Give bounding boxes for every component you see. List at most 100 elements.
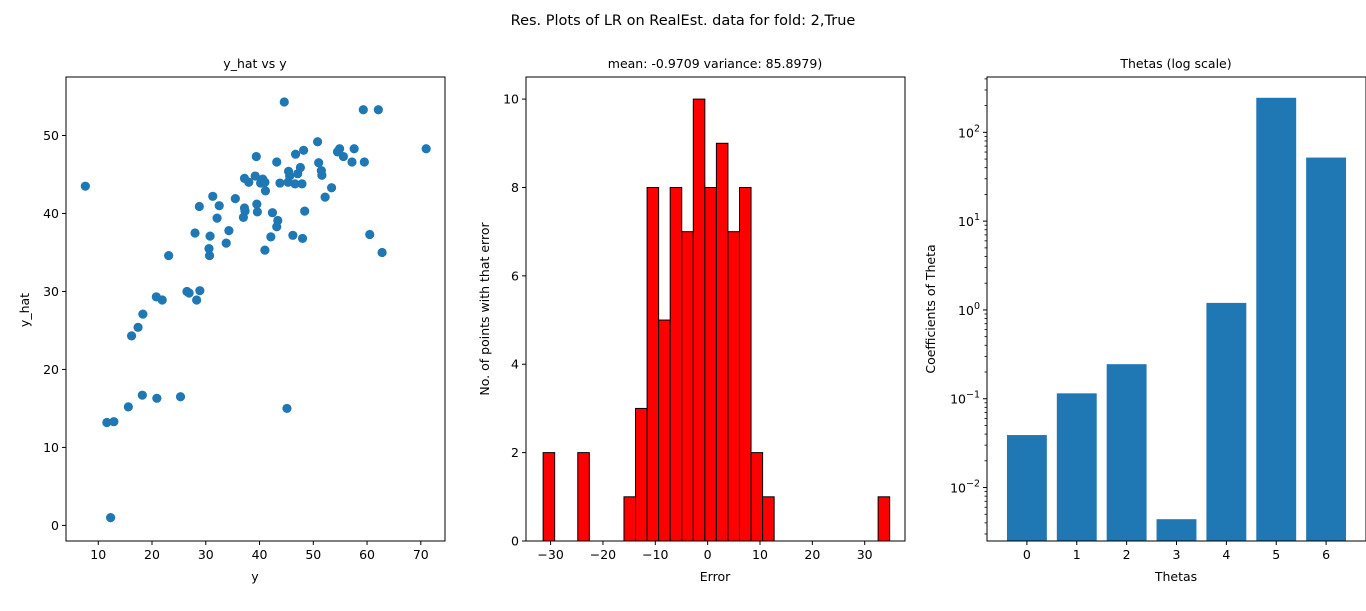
scatter-point [212,213,222,223]
y-tick-label: 20 [43,362,59,377]
histogram-bar [646,186,660,542]
theta-bar [1006,435,1047,541]
scatter-point [320,192,330,202]
y-tick-label: 8 [511,180,519,195]
scatter-point [260,245,270,255]
scatter-point [365,229,375,240]
scatter-point [312,137,323,147]
histogram-bar [704,186,717,542]
x-tick-label: 5 [1272,547,1280,562]
scatter-point [123,402,133,412]
x-tick-label: 20 [804,547,820,562]
theta-bar [1056,393,1097,541]
scatter-point [204,243,214,254]
scatter-point [138,309,148,319]
scatter-point [106,513,116,523]
theta-bar [1106,364,1147,541]
y-tick-label-base: 10 [950,392,966,407]
error-histogram-title: mean: -0.9709 variance: 85.8979) [608,56,822,71]
scatter-point [164,250,174,261]
scatter-point [359,157,369,167]
scatter-point [221,238,231,248]
scatter-point [421,144,431,154]
scatter-point [288,230,298,240]
y-tick-label: 40 [43,206,59,221]
scatter-point [102,417,112,428]
scatter-point [267,208,278,218]
x-tick-label: 2 [1123,547,1131,562]
histogram-bar [715,142,729,542]
scatter-point [297,179,307,189]
scatter-point [252,199,262,209]
y-tick-label-base: 10 [958,303,974,318]
y-tick-label: 50 [43,128,59,143]
scatter-point [266,232,276,242]
scatter-point [272,157,282,167]
scatter-point [290,179,300,189]
scatter-point [137,390,147,400]
scatter-point [80,181,90,191]
scatter-point [230,194,240,204]
histogram-bar [669,186,683,542]
y-tick-label: 2 [511,445,519,460]
scatter-point [260,186,271,196]
scatter-point [377,247,387,258]
scatter-plot-title: y_hat vs y [223,56,287,71]
scatter-point [273,215,283,226]
x-tick-label: 10 [752,547,768,562]
x-tick-label: 70 [413,547,429,562]
scatter-points [80,97,431,523]
figure-suptitle: Res. Plots of LR on RealEst. data for fo… [511,13,856,29]
histogram-bar [658,319,671,542]
x-tick-label: 0 [1023,547,1031,562]
scatter-point [184,288,194,298]
scatter-point [295,162,305,173]
histogram-bars [542,98,891,542]
scatter-point [358,105,368,115]
y-tick-label: 10−1 [950,390,980,407]
y-tick-label: 10−2 [950,479,980,496]
scatter-point [190,228,200,238]
histogram-bar [542,452,556,542]
thetas-bar-chart: Thetas (log scale) Thetas Coefficients o… [923,56,1366,584]
y-tick-label: 6 [511,268,519,283]
y-tick-label: 30 [43,284,59,299]
error-histogram-ylabel: No. of points with that error [477,222,492,396]
scatter-point [195,286,205,296]
thetas-chart-title: Thetas (log scale) [1119,56,1231,71]
x-tick-label: 1 [1073,547,1081,562]
y-tick-label: 10 [503,92,519,107]
scatter-point [338,151,348,162]
x-tick-label: 3 [1173,547,1181,562]
y-tick-label: 10 [43,440,59,455]
y-tick-label: 4 [511,357,519,372]
y-tick-label-exponent: −1 [966,390,980,401]
x-tick-label: −10 [642,547,668,562]
scatter-point [314,158,324,168]
histogram-bar [762,496,775,542]
scatter-point [205,231,215,241]
y-tick-label: 0 [511,534,519,549]
scatter-point [282,403,292,414]
y-tick-label-exponent: 1 [974,212,980,223]
y-tick-label: 100 [958,301,980,318]
scatter-point [290,149,301,159]
thetas-chart-ylabel: Coefficients of Theta [923,244,938,373]
scatter-point [250,171,260,181]
error-histogram-xlabel: Error [700,569,731,584]
scatter-point [208,191,218,201]
scatter-point [300,206,310,216]
x-tick-label: −30 [537,547,563,562]
histogram-bar [681,231,694,542]
theta-bar [1206,302,1247,541]
scatter-point [244,177,254,187]
x-tick-label: 0 [704,547,712,562]
histogram-bar [739,186,752,542]
scatter-plot-ylabel: y_hat [17,293,32,327]
theta-bar [1306,157,1347,541]
x-tick-label: 30 [198,547,214,562]
histogram-bar [727,231,740,542]
scatter-plot-y-hat-vs-y: y_hat vs y y y_hat 10 20 30 40 50 60 70 0 10 20 30… [17,56,446,584]
scatter-point [373,105,383,115]
